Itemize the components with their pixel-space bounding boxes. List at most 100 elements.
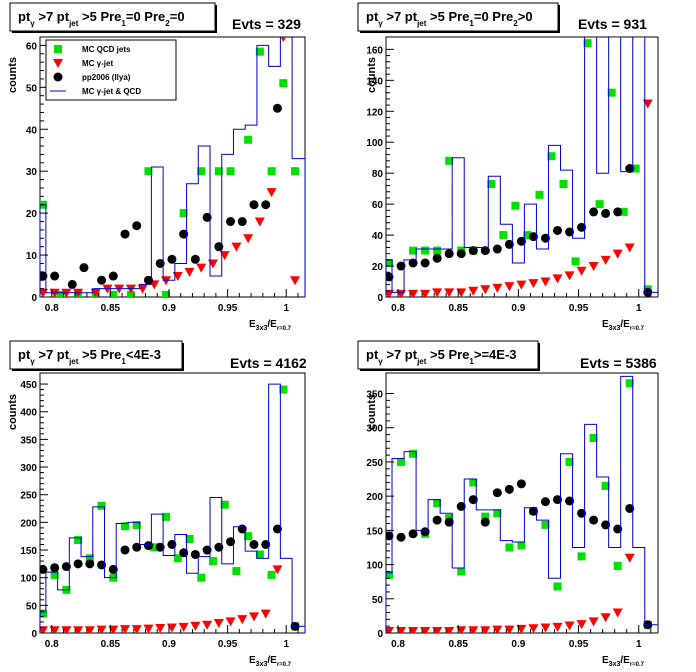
x-tick-label: 1 — [636, 303, 642, 314]
histogram-step-line — [386, 375, 658, 633]
data-point-square — [386, 258, 394, 267]
data-point-square — [505, 543, 514, 552]
title-sub: jet — [68, 19, 79, 28]
data-point-circle — [108, 564, 118, 574]
data-point-circle — [540, 497, 550, 507]
data-point-circle — [249, 200, 259, 210]
data-point-square — [433, 499, 442, 507]
data-point-triangle — [468, 626, 479, 633]
data-point-triangle — [588, 617, 599, 627]
plot-frame — [385, 372, 659, 634]
data-point-circle — [61, 562, 71, 572]
data-point-square — [267, 570, 276, 579]
y-axis-label: counts — [7, 394, 19, 430]
data-point-circle — [492, 488, 502, 498]
y-axis-label: counts — [366, 394, 378, 430]
data-point-circle — [553, 225, 563, 235]
data-point-circle — [432, 515, 442, 525]
x-tick-label: 0.9 — [162, 639, 176, 650]
data-point-circle — [396, 261, 406, 271]
data-point-square — [487, 180, 496, 189]
title-box — [9, 2, 216, 32]
title-pt: pt — [366, 9, 379, 24]
data-point-circle — [132, 542, 142, 552]
data-point-circle — [420, 527, 430, 537]
data-point-square — [565, 457, 574, 466]
data-point-triangle — [243, 234, 254, 244]
data-point-circle — [179, 229, 189, 239]
y-tick-label: 250 — [20, 491, 37, 502]
data-point-triangle — [84, 626, 95, 633]
y-axis-label: counts — [7, 57, 19, 93]
x-tick-label: 0.9 — [511, 639, 525, 650]
y-axis-label: counts — [366, 57, 378, 93]
legend-label: MC QCD jets — [82, 45, 131, 54]
data-point-circle — [167, 254, 177, 264]
data-point-square — [457, 567, 466, 576]
data-point-square — [214, 167, 223, 176]
title-text: >5 Pre — [78, 347, 121, 362]
y-tick-label: 450 — [20, 380, 37, 391]
data-point-circle — [261, 200, 271, 210]
title-text: >=4E-3 — [474, 347, 517, 362]
data-point-circle — [408, 529, 418, 539]
x-tick-label: 1 — [636, 639, 642, 650]
data-point-square — [121, 522, 130, 531]
data-point-circle — [132, 221, 142, 231]
data-point-square — [511, 201, 520, 210]
y-tick-label: 60 — [26, 41, 38, 52]
data-point-circle — [480, 246, 490, 256]
data-point-triangle — [408, 289, 419, 297]
title-pt: pt — [366, 347, 379, 362]
data-point-square — [613, 561, 622, 570]
data-point-square — [85, 554, 94, 563]
data-point-triangle — [280, 37, 287, 42]
data-point-square — [109, 290, 118, 297]
histogram-step-line — [40, 37, 305, 297]
data-point-triangle — [564, 271, 575, 281]
x-tick-label: 0.85 — [101, 303, 121, 314]
data-point-circle — [456, 501, 466, 511]
data-point-triangle — [624, 243, 635, 253]
title-sub: 1 — [121, 357, 126, 366]
x-tick-label: 1 — [283, 303, 289, 314]
title-sub: jet — [416, 19, 427, 28]
y-tick-label: 250 — [366, 458, 383, 469]
y-tick-label: 160 — [366, 45, 383, 56]
data-point-circle — [85, 559, 95, 569]
data-point-circle — [625, 503, 635, 513]
data-point-triangle — [444, 626, 455, 633]
data-point-triangle — [480, 285, 491, 295]
data-point-triangle — [73, 626, 84, 633]
y-tick-label: 400 — [20, 408, 37, 419]
data-point-circle — [480, 517, 490, 527]
data-point-square — [244, 135, 253, 144]
x-axis-label: E3x3/Er=0.7 — [249, 655, 292, 668]
data-point-circle — [73, 559, 83, 569]
title-text: =0 Pre — [474, 9, 513, 24]
plot-frame — [39, 372, 306, 634]
data-point-triangle — [552, 274, 563, 284]
title-sub: 2 — [165, 19, 170, 28]
data-point-triangle — [248, 612, 259, 622]
x-tick-label: 0.8 — [391, 639, 405, 650]
data-point-circle — [67, 279, 77, 289]
data-point-square — [126, 290, 135, 297]
data-point-square — [577, 552, 586, 561]
y-tick-label: 40 — [372, 231, 384, 242]
data-point-square — [619, 207, 628, 216]
xlabel-sub: 3x3 — [256, 325, 268, 332]
data-point-circle — [444, 517, 454, 527]
data-point-circle — [120, 229, 130, 239]
data-point-triangle — [444, 288, 455, 297]
data-point-triangle — [61, 626, 72, 633]
data-point-triangle — [155, 624, 166, 633]
y-tick-label: 80 — [372, 169, 384, 180]
data-point-square — [409, 449, 418, 458]
title-text: >0 — [518, 9, 533, 24]
data-point-triangle — [266, 188, 277, 198]
data-point-square — [150, 543, 159, 552]
data-point-square — [433, 246, 442, 255]
y-tick-label: 100 — [366, 138, 383, 149]
